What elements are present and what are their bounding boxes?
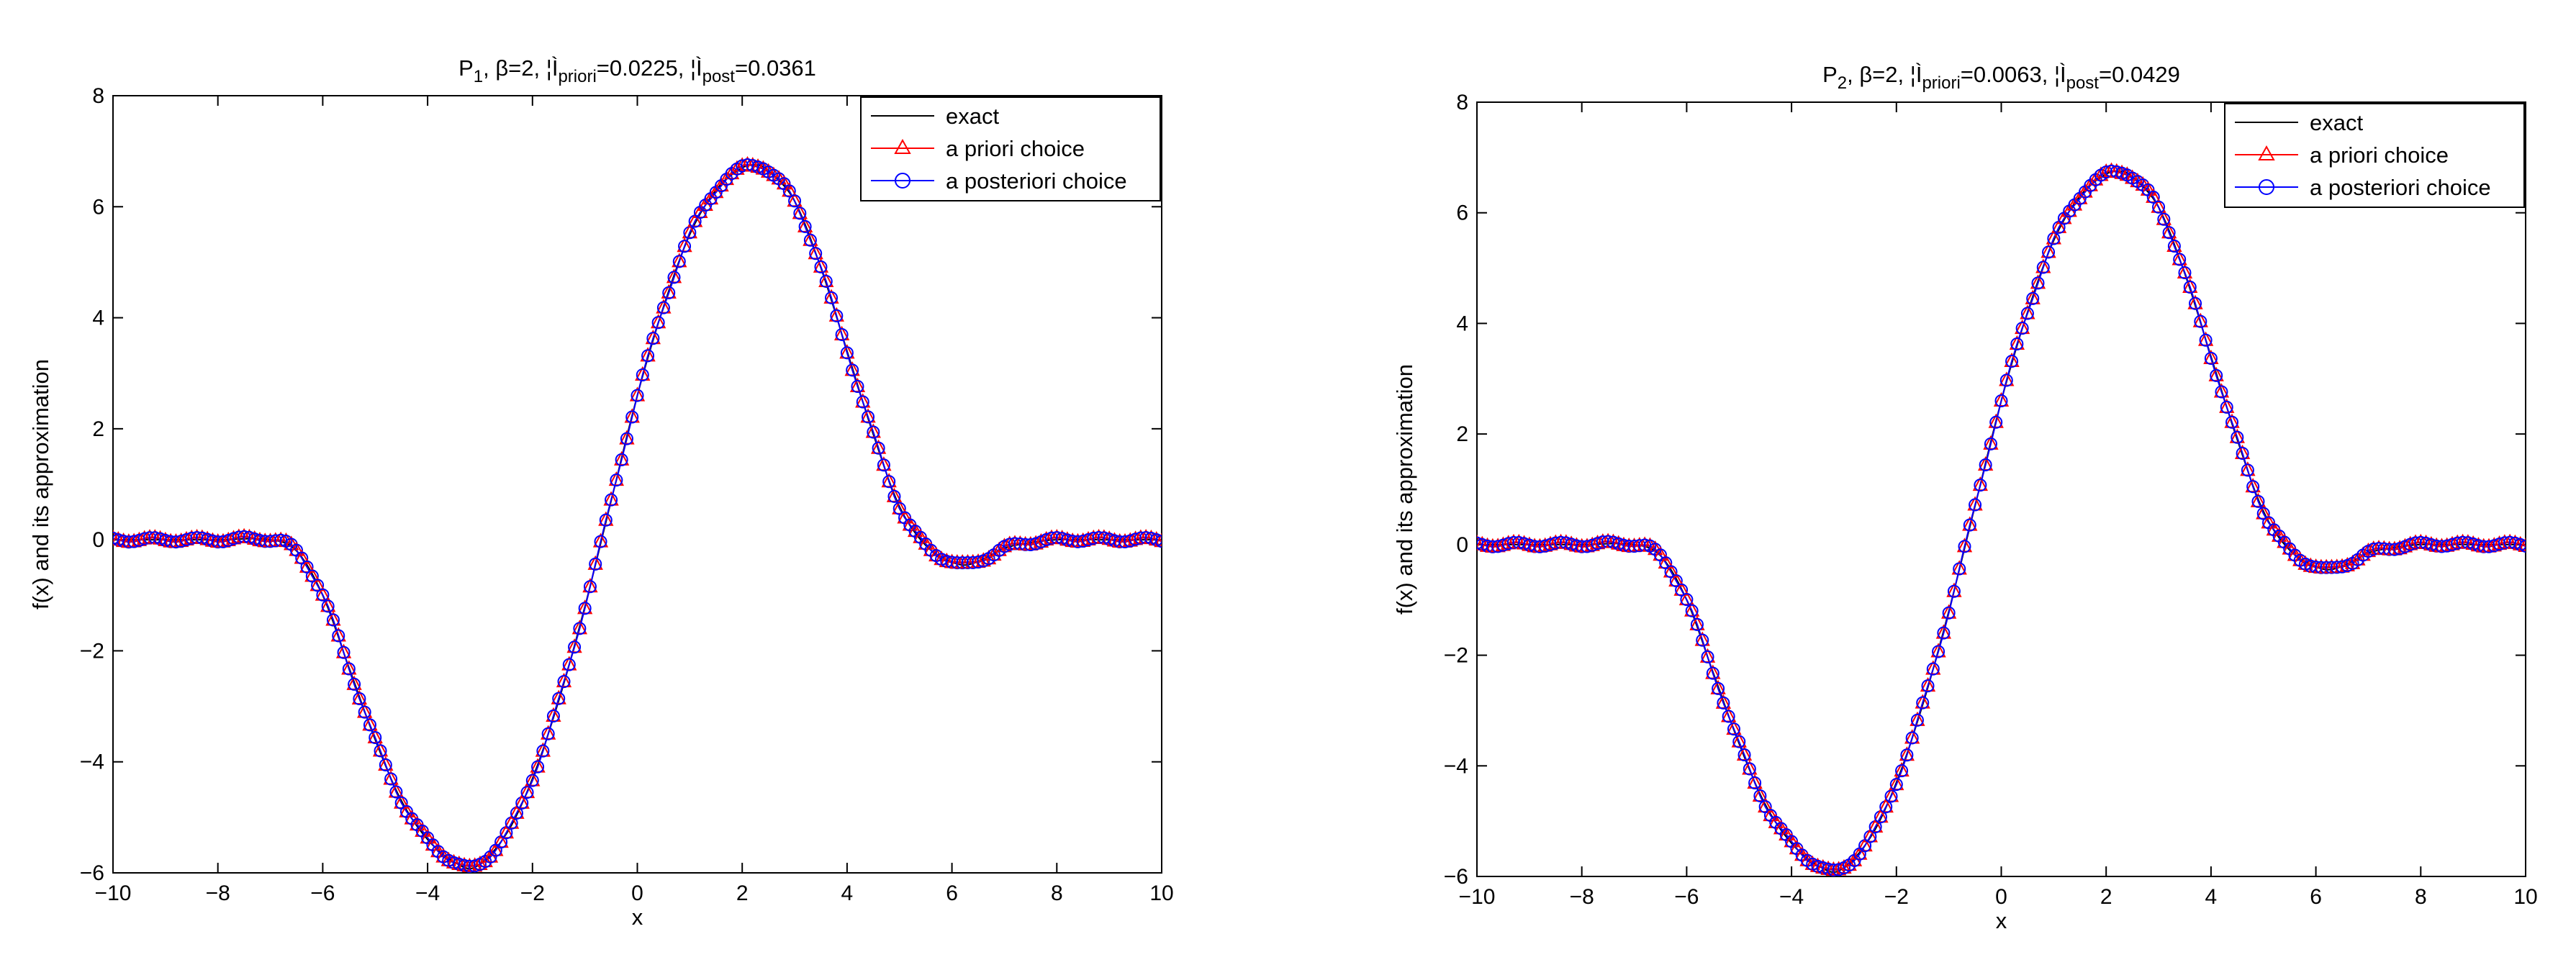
title-part: =0.0063, [1961, 62, 2054, 87]
x-tick-label: −2 [520, 881, 545, 905]
x-tick-label: 8 [1051, 881, 1063, 905]
y-tick-label: 4 [1456, 312, 1468, 335]
legend-label: a posteriori choice [946, 168, 1127, 194]
x-tick-label: 6 [946, 881, 958, 905]
y-tick-label: 2 [92, 417, 104, 441]
y-tick-label: −4 [1444, 754, 1468, 778]
chart-title: P1, β=2, ¦Ìpriori=0.0225, ¦Ìpost=0.0361 [458, 55, 816, 86]
x-tick-label: −4 [415, 881, 440, 905]
y-tick-label: 2 [1456, 422, 1468, 446]
x-axis-label: x [1996, 908, 2007, 933]
x-tick-label: 4 [2205, 885, 2218, 909]
title-subscript: 2 [1838, 73, 1847, 93]
x-tick-label: −2 [1884, 885, 1909, 909]
plot-area [113, 96, 1162, 873]
title-part: ¦Ì [1910, 62, 1922, 87]
x-tick-label: −6 [310, 881, 335, 905]
x-tick-label: 10 [2513, 885, 2537, 909]
y-tick-label: 6 [1456, 201, 1468, 225]
title-part: , β=2, [1847, 62, 1910, 87]
x-tick-label: 2 [736, 881, 749, 905]
x-tick-label: 8 [2415, 885, 2427, 909]
y-tick-label: −2 [80, 639, 104, 663]
legend: exact a priori choice a posteriori choice [861, 97, 1160, 201]
y-tick-label: 4 [92, 307, 104, 330]
y-tick-label: 6 [92, 195, 104, 219]
y-axis-label: f(x) and its approximation [28, 359, 53, 609]
x-tick-label: −8 [206, 881, 230, 905]
y-tick-label: 8 [92, 84, 104, 108]
y-tick-label: −2 [1444, 644, 1468, 668]
legend: exact a priori choice a posteriori choice [2225, 104, 2524, 207]
chart-title: P2, β=2, ¦Ìpriori=0.0063, ¦Ìpost=0.0429 [1822, 62, 2180, 93]
title-part: =0.0429 [2099, 62, 2180, 87]
y-tick-label: 0 [1456, 533, 1468, 557]
plot-area [1477, 102, 2526, 876]
x-tick-label: 0 [631, 881, 643, 905]
title-subscript: post [702, 67, 736, 86]
legend-label: exact [946, 104, 999, 129]
legend-label: a priori choice [946, 136, 1085, 161]
title-part: ¦Ì [546, 55, 559, 81]
title-subscript: priori [1922, 73, 1960, 93]
title-subscript: priori [558, 67, 596, 86]
title-part: ¦Ì [690, 55, 702, 81]
figure: −10 −8 −6 −4 −2 0 2 4 6 8 10 −6 −4 −2 0 2 4 6 8 x f(x) and i… [0, 0, 2576, 966]
y-tick-label: 0 [92, 528, 104, 552]
y-tick-label: 8 [1456, 91, 1468, 114]
x-tick-label: −4 [1779, 885, 1804, 909]
y-tick-label: −6 [80, 861, 104, 885]
legend-label: exact [2310, 110, 2363, 135]
figure-svg: −10 −8 −6 −4 −2 0 2 4 6 8 10−6−4−202468xf(x) and i… [0, 0, 2576, 966]
x-tick-label: 0 [1995, 885, 2007, 909]
x-axis-label: x [632, 905, 643, 930]
x-tick-label: 4 [841, 881, 854, 905]
title-part: P [458, 55, 474, 81]
x-tick-label: −8 [1570, 885, 1594, 909]
title-part: ¦Ì [2054, 62, 2066, 87]
x-tick-label: 2 [2100, 885, 2112, 909]
title-part: =0.0225, [597, 55, 690, 81]
chart-panel-2: −10 −8 −6 −4 −2 0 2 4 6 8 10−6−4−202468xf(x) and i… [1392, 62, 2538, 933]
y-tick-label: −6 [1444, 865, 1468, 889]
y-tick-label: −4 [80, 751, 104, 774]
chart-panel-1: −10 −8 −6 −4 −2 0 2 4 6 8 10−6−4−202468xf(x) and i… [28, 55, 1174, 930]
title-subscript: 1 [474, 67, 483, 86]
x-tick-label: −6 [1674, 885, 1699, 909]
title-part: , β=2, [483, 55, 546, 81]
title-part: =0.0361 [735, 55, 816, 81]
legend-label: a posteriori choice [2310, 175, 2491, 200]
title-subscript: post [2066, 73, 2100, 93]
legend-label: a priori choice [2310, 142, 2449, 168]
x-tick-label: 10 [1149, 881, 1173, 905]
y-axis-label: f(x) and its approximation [1392, 364, 1417, 615]
x-tick-label: 6 [2310, 885, 2322, 909]
title-part: P [1822, 62, 1838, 87]
